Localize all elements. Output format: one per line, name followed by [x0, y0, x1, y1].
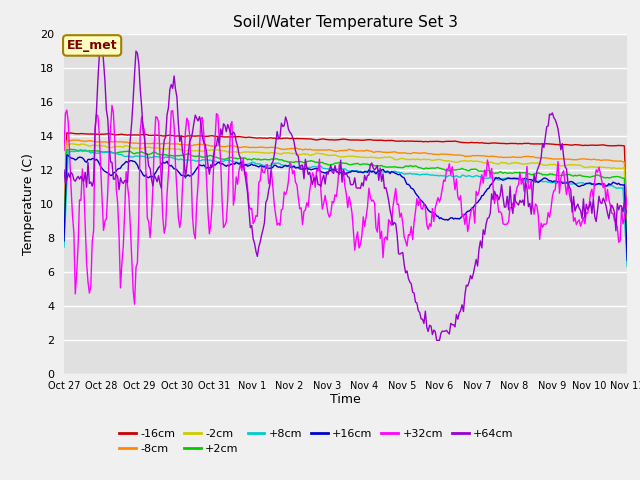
- -2cm: [245, 149, 253, 155]
- +64cm: [470, 271, 477, 276]
- -2cm: [623, 247, 631, 253]
- +32cm: [60, 147, 68, 153]
- +32cm: [129, 288, 137, 293]
- +2cm: [416, 165, 424, 170]
- +32cm: [417, 205, 425, 211]
- -16cm: [623, 235, 631, 240]
- +64cm: [416, 310, 424, 315]
- +16cm: [63, 152, 70, 158]
- Text: EE_met: EE_met: [67, 39, 118, 52]
- -2cm: [129, 145, 137, 151]
- Legend: -16cm, -8cm, -2cm, +2cm, +8cm, +16cm, +32cm, +64cm: -16cm, -8cm, -2cm, +2cm, +8cm, +16cm, +3…: [115, 424, 518, 459]
- -16cm: [416, 139, 424, 144]
- +2cm: [471, 166, 479, 172]
- Title: Soil/Water Temperature Set 3: Soil/Water Temperature Set 3: [233, 15, 458, 30]
- -2cm: [285, 150, 292, 156]
- -16cm: [471, 140, 479, 145]
- Line: +64cm: +64cm: [64, 42, 627, 340]
- +64cm: [472, 256, 480, 262]
- +2cm: [60, 236, 68, 242]
- +32cm: [472, 189, 480, 194]
- +64cm: [60, 167, 68, 173]
- +64cm: [129, 96, 137, 102]
- +32cm: [286, 159, 294, 165]
- +64cm: [245, 207, 253, 213]
- -16cm: [129, 132, 137, 138]
- -2cm: [468, 158, 476, 164]
- +2cm: [67, 146, 75, 152]
- +32cm: [131, 301, 138, 307]
- +8cm: [416, 172, 424, 178]
- -8cm: [468, 153, 476, 158]
- -8cm: [74, 137, 82, 143]
- Line: -2cm: -2cm: [64, 144, 627, 250]
- +2cm: [468, 167, 476, 172]
- +8cm: [623, 264, 631, 270]
- Line: +32cm: +32cm: [64, 106, 627, 304]
- -16cm: [245, 134, 253, 140]
- Line: -8cm: -8cm: [64, 140, 627, 247]
- +16cm: [468, 205, 476, 211]
- +8cm: [129, 154, 137, 160]
- +64cm: [623, 211, 631, 216]
- +2cm: [129, 151, 137, 156]
- +32cm: [108, 103, 116, 108]
- -16cm: [285, 135, 292, 141]
- Line: +16cm: +16cm: [64, 155, 627, 260]
- X-axis label: Time: Time: [330, 394, 361, 407]
- +64cm: [99, 39, 106, 45]
- +16cm: [285, 163, 292, 168]
- +16cm: [416, 196, 424, 202]
- -8cm: [416, 150, 424, 156]
- +8cm: [60, 244, 68, 250]
- Line: +2cm: +2cm: [64, 149, 627, 257]
- +8cm: [77, 148, 84, 154]
- +16cm: [129, 158, 137, 164]
- +64cm: [433, 337, 440, 343]
- +16cm: [60, 238, 68, 244]
- -16cm: [468, 140, 476, 145]
- Y-axis label: Temperature (C): Temperature (C): [22, 153, 35, 255]
- -8cm: [129, 140, 137, 146]
- +8cm: [468, 174, 476, 180]
- +8cm: [245, 161, 253, 167]
- -8cm: [245, 144, 253, 150]
- -2cm: [471, 158, 479, 164]
- +8cm: [285, 163, 292, 169]
- +64cm: [285, 126, 292, 132]
- +16cm: [623, 257, 631, 263]
- -8cm: [623, 244, 631, 250]
- Line: +8cm: +8cm: [64, 151, 627, 267]
- +32cm: [470, 206, 477, 212]
- +2cm: [623, 254, 631, 260]
- -16cm: [63, 130, 70, 136]
- +2cm: [245, 156, 253, 162]
- -8cm: [471, 153, 479, 159]
- -8cm: [60, 231, 68, 237]
- -2cm: [60, 234, 68, 240]
- -16cm: [60, 227, 68, 232]
- +32cm: [246, 206, 254, 212]
- +8cm: [471, 173, 479, 179]
- +16cm: [245, 163, 253, 168]
- +32cm: [623, 194, 631, 200]
- Line: -16cm: -16cm: [64, 133, 627, 238]
- +2cm: [285, 159, 292, 165]
- +16cm: [471, 202, 479, 208]
- -2cm: [416, 156, 424, 162]
- -8cm: [285, 146, 292, 152]
- -2cm: [68, 141, 76, 147]
